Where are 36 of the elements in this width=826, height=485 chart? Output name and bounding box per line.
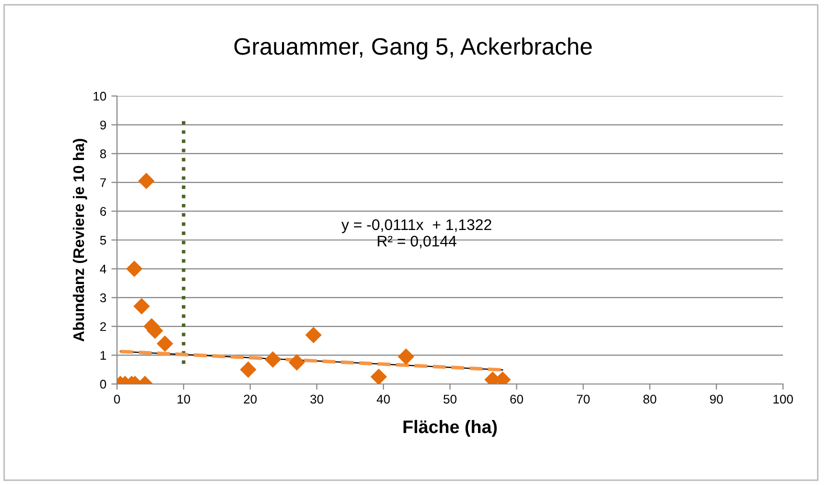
- y-tick-label: 6: [100, 207, 106, 216]
- x-tick-label: 70: [576, 394, 590, 404]
- point: [126, 260, 143, 278]
- y-tick-label: 10: [94, 92, 106, 101]
- point: [264, 351, 282, 368]
- x-tick-label: 50: [444, 394, 456, 404]
- y-axis-title: Abundanz (Reviere je 10 ha): [72, 138, 88, 342]
- y-tick-label: 0: [100, 380, 106, 389]
- point: [138, 172, 155, 190]
- x-tick-label: 100: [774, 394, 793, 404]
- y-tick-label: 9: [100, 120, 106, 130]
- annotation: y = -0,0111x + 1,1322 R² = 0,0144: [341, 219, 492, 248]
- x-tick-label: 60: [510, 394, 524, 404]
- point: [240, 361, 256, 378]
- x-tick-label: 10: [178, 394, 190, 404]
- y-tick-label: 4: [100, 264, 106, 274]
- point: [288, 354, 306, 371]
- y-tick-label: 2: [100, 322, 106, 331]
- point: [133, 298, 150, 314]
- x-tick-label: 30: [310, 394, 324, 404]
- x-tick-label: 20: [244, 394, 257, 404]
- y-tick-label: 3: [100, 293, 106, 302]
- point: [398, 348, 414, 365]
- x-tick-label: 40: [376, 394, 390, 404]
- y-tick-label: 5: [100, 236, 106, 245]
- y-tick-label: 7: [100, 178, 106, 187]
- chart-title: Grauammer, Gang 5, Ackerbrache: [234, 37, 592, 60]
- x-tick-label: 90: [710, 394, 723, 404]
- y-tick-label: 8: [100, 149, 106, 158]
- point: [156, 335, 174, 352]
- point: [370, 368, 387, 384]
- y-tick-label: 1: [100, 351, 106, 360]
- x-tick-label: 80: [643, 394, 656, 404]
- x-axis-title: Fläche (ha): [404, 420, 497, 437]
- x-tick-label: 0: [114, 394, 120, 404]
- point: [305, 326, 322, 344]
